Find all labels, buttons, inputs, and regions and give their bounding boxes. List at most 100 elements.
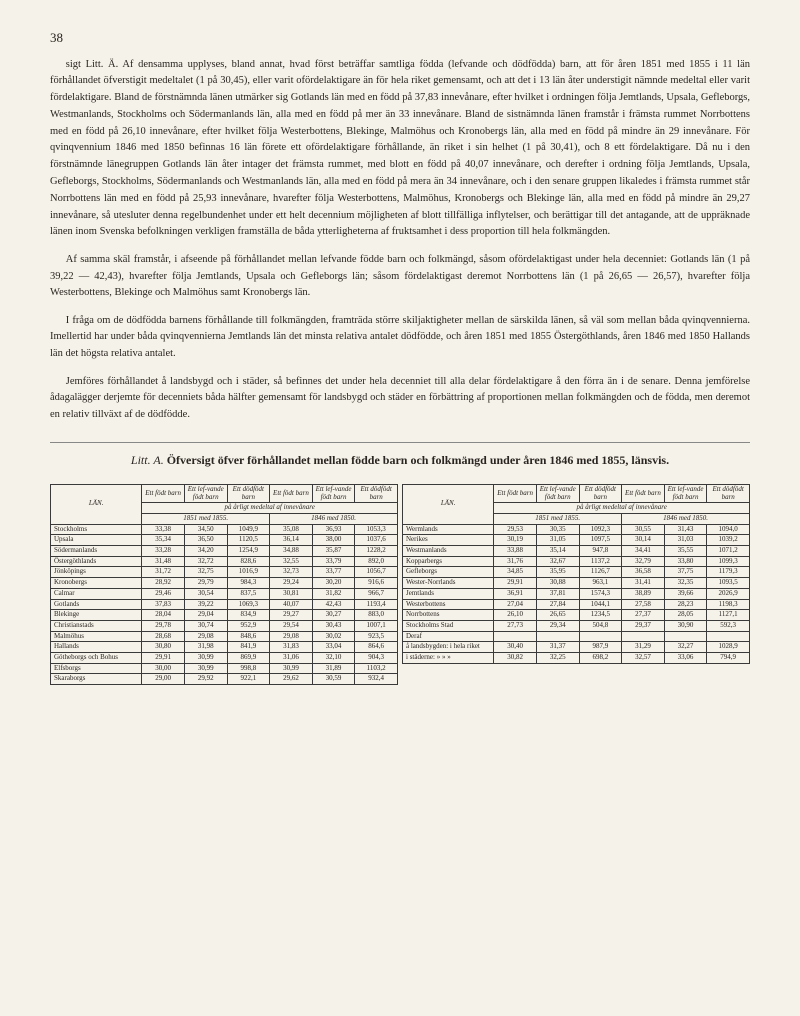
col-h: Ett lef-vande födt barn bbox=[664, 484, 707, 502]
lan-cell: Wermlands bbox=[403, 524, 494, 535]
value-cell: 30,82 bbox=[494, 652, 537, 663]
lan-cell: Stockholms Stad bbox=[403, 620, 494, 631]
lan-cell: Upsala bbox=[51, 535, 142, 546]
value-cell: 1007,1 bbox=[355, 620, 398, 631]
value-cell bbox=[664, 631, 707, 642]
lan-cell: Wester-Norrlands bbox=[403, 578, 494, 589]
lan-cell: Elfsborgs bbox=[51, 663, 142, 674]
table-row: Östergöthlands31,4832,72828,632,5533,798… bbox=[51, 556, 398, 567]
value-cell: 1053,3 bbox=[355, 524, 398, 535]
value-cell: 1028,9 bbox=[707, 642, 750, 653]
lan-cell: Deraf bbox=[403, 631, 494, 642]
lan-cell: Jemtlands bbox=[403, 588, 494, 599]
value-cell: 32,75 bbox=[184, 567, 227, 578]
period1: 1851 med 1855. bbox=[494, 514, 622, 525]
lan-cell: Skaraborgs bbox=[51, 674, 142, 685]
value-cell: 29,91 bbox=[142, 652, 185, 663]
value-cell: 31,41 bbox=[622, 578, 665, 589]
value-cell: 1193,4 bbox=[355, 599, 398, 610]
lan-cell: Westerbottens bbox=[403, 599, 494, 610]
period2: 1846 med 1850. bbox=[622, 514, 750, 525]
value-cell: 31,03 bbox=[664, 535, 707, 546]
value-cell: 30,54 bbox=[184, 588, 227, 599]
table-right: LÄN.Ett födt barnEtt lef-vande födt barn… bbox=[402, 478, 750, 685]
value-cell: 32,35 bbox=[664, 578, 707, 589]
value-cell: 837,5 bbox=[227, 588, 270, 599]
value-cell bbox=[622, 631, 665, 642]
value-cell: 33,04 bbox=[312, 642, 355, 653]
value-cell: 31,48 bbox=[142, 556, 185, 567]
table-row: Stockholms Stad27,7329,34504,829,3730,90… bbox=[403, 620, 750, 631]
table-left: LÄN.Ett födt barnEtt lef-vande födt barn… bbox=[50, 478, 398, 685]
lan-cell: Kopparbergs bbox=[403, 556, 494, 567]
lan-cell: Christianstads bbox=[51, 620, 142, 631]
value-cell: 33,88 bbox=[494, 546, 537, 557]
medeltal-head: på årligt medeltal af innevånare bbox=[494, 503, 750, 514]
value-cell: 30,88 bbox=[536, 578, 579, 589]
value-cell: 1044,1 bbox=[579, 599, 622, 610]
value-cell: 29,27 bbox=[270, 610, 313, 621]
value-cell: 947,8 bbox=[579, 546, 622, 557]
value-cell: 29,92 bbox=[184, 674, 227, 685]
value-cell: 30,80 bbox=[142, 642, 185, 653]
table-row: Hallands30,8031,98841,931,8333,04864,6 bbox=[51, 642, 398, 653]
table-row: Deraf bbox=[403, 631, 750, 642]
value-cell: 32,67 bbox=[536, 556, 579, 567]
value-cell: 998,8 bbox=[227, 663, 270, 674]
value-cell: 952,9 bbox=[227, 620, 270, 631]
value-cell: 37,81 bbox=[536, 588, 579, 599]
value-cell: 698,2 bbox=[579, 652, 622, 663]
table-row: Skaraborgs29,0029,92922,129,6230,59932,4 bbox=[51, 674, 398, 685]
data-table-left: LÄN.Ett födt barnEtt lef-vande födt barn… bbox=[50, 484, 398, 685]
value-cell: 27,04 bbox=[494, 599, 537, 610]
table-row: Blekinge28,0429,04834,929,2730,27883,0 bbox=[51, 610, 398, 621]
value-cell: 30,81 bbox=[270, 588, 313, 599]
value-cell: 1198,3 bbox=[707, 599, 750, 610]
value-cell: 27,73 bbox=[494, 620, 537, 631]
medeltal-head: på årligt medeltal af innevånare bbox=[142, 503, 398, 514]
value-cell: 37,83 bbox=[142, 599, 185, 610]
value-cell: 39,66 bbox=[664, 588, 707, 599]
table-row: Gotlands37,8339,221069,340,0742,431193,4 bbox=[51, 599, 398, 610]
value-cell: 29,91 bbox=[494, 578, 537, 589]
value-cell: 34,85 bbox=[494, 567, 537, 578]
table-row: Norrbottens26,1026,651234,527,3728,05112… bbox=[403, 610, 750, 621]
value-cell: 834,9 bbox=[227, 610, 270, 621]
value-cell: 35,55 bbox=[664, 546, 707, 557]
lan-cell: Hallands bbox=[51, 642, 142, 653]
lan-cell: Kronobergs bbox=[51, 578, 142, 589]
value-cell: 883,0 bbox=[355, 610, 398, 621]
value-cell: 1254,9 bbox=[227, 546, 270, 557]
value-cell: 31,43 bbox=[664, 524, 707, 535]
value-cell: 27,84 bbox=[536, 599, 579, 610]
col-h: Ett lef-vande födt barn bbox=[184, 484, 227, 502]
value-cell: 37,75 bbox=[664, 567, 707, 578]
value-cell: 28,68 bbox=[142, 631, 185, 642]
value-cell: 30,99 bbox=[184, 652, 227, 663]
value-cell: 1120,5 bbox=[227, 535, 270, 546]
lan-cell: Westmanlands bbox=[403, 546, 494, 557]
value-cell: 841,9 bbox=[227, 642, 270, 653]
litt-label: Litt. A. bbox=[131, 453, 164, 467]
value-cell: 30,99 bbox=[270, 663, 313, 674]
col-h: Ett dödfödt barn bbox=[227, 484, 270, 502]
value-cell: 32,73 bbox=[270, 567, 313, 578]
value-cell: 36,93 bbox=[312, 524, 355, 535]
table-row: Kopparbergs31,7632,671137,232,7933,80109… bbox=[403, 556, 750, 567]
value-cell: 984,3 bbox=[227, 578, 270, 589]
value-cell: 39,22 bbox=[184, 599, 227, 610]
value-cell: 29,46 bbox=[142, 588, 185, 599]
value-cell: 1037,6 bbox=[355, 535, 398, 546]
col-h: Ett födt barn bbox=[142, 484, 185, 502]
table-row: Calmar29,4630,54837,530,8131,82966,7 bbox=[51, 588, 398, 599]
value-cell: 1039,2 bbox=[707, 535, 750, 546]
lan-cell: i städerne: » » » bbox=[403, 652, 494, 663]
value-cell: 32,55 bbox=[270, 556, 313, 567]
value-cell: 35,87 bbox=[312, 546, 355, 557]
table-row: i städerne: » » »30,8232,25698,232,5733,… bbox=[403, 652, 750, 663]
value-cell: 28,23 bbox=[664, 599, 707, 610]
value-cell: 987,9 bbox=[579, 642, 622, 653]
value-cell: 794,9 bbox=[707, 652, 750, 663]
value-cell: 966,7 bbox=[355, 588, 398, 599]
value-cell: 30,99 bbox=[184, 663, 227, 674]
